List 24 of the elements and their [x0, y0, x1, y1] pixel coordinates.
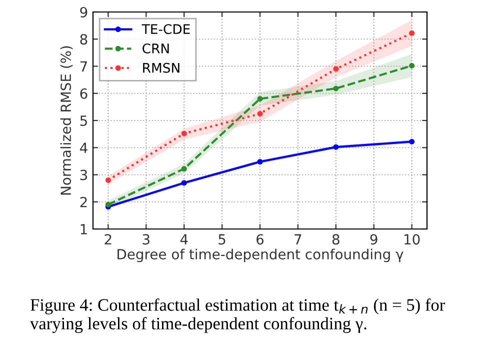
y-tick-label: 6 — [80, 88, 88, 99]
x-tick-label: 2 — [104, 234, 112, 244]
y-tick-label: 7 — [80, 61, 87, 72]
y-tick-label: 9 — [80, 6, 88, 18]
x-tick-label: 10 — [404, 234, 420, 245]
legend-label: RMSN — [143, 62, 180, 73]
x-tick-label: 3 — [142, 234, 150, 245]
y-tick-label: 3 — [80, 170, 88, 180]
x-tick-label: 8 — [332, 234, 340, 245]
x-tick-label: 9 — [370, 234, 378, 245]
x-axis-title: Degree of time-dependent confounding γ — [118, 248, 404, 262]
x-tick-label: 7 — [294, 234, 302, 244]
caption: Figure 4: Counterfactual estimation at time t$_{k+n}$ (n = 5) for varying levels of time-dependent confounding γ. — [30, 298, 446, 333]
y-tick-label: 8 — [80, 34, 88, 45]
y-tick-label: 1 — [80, 224, 87, 234]
x-tick-label: 6 — [256, 234, 264, 245]
y-axis-title: Normalized RMSE (%) — [60, 46, 73, 195]
x-tick-label: 5 — [218, 234, 226, 245]
y-tick-label: 5 — [80, 116, 87, 126]
y-tick-label: 2 — [80, 196, 87, 208]
y-tick-label: 4 — [80, 142, 88, 153]
x-tick-label: 4 — [180, 234, 188, 244]
legend-label: CRN — [142, 43, 169, 54]
legend-label: TE-CDE — [142, 24, 190, 34]
